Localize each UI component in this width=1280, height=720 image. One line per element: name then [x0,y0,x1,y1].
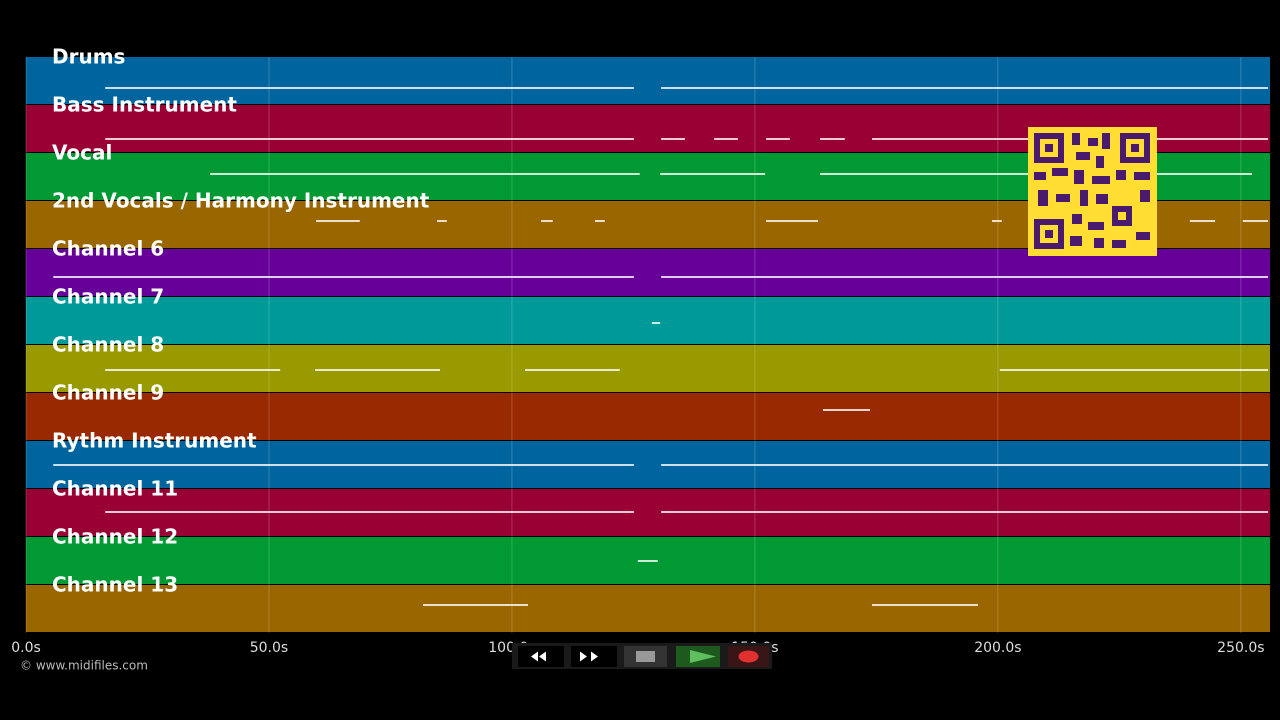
note-line [660,173,766,175]
record-button[interactable] [728,646,769,667]
track-name: Channel 11 [52,477,178,501]
tick-label: 200.0s [974,640,1021,656]
track-row [26,297,1270,344]
track-row [26,393,1270,440]
note-line [661,276,1269,278]
note-line [766,138,790,140]
note-line [661,87,1269,89]
track-name: Rythm Instrument [52,429,257,453]
track-name: Channel 8 [52,333,164,357]
track-name: Drums [52,45,125,69]
note-line [105,369,281,371]
tick-label: 0.0s [11,640,41,656]
note-line [525,369,620,371]
credit: © www.midifiles.com [20,659,148,673]
note-line [661,511,1269,513]
note-line [661,138,685,140]
note-line [53,464,634,466]
note-line [820,138,845,140]
note-line [437,220,447,222]
note-line [766,220,819,222]
track-row [26,249,1270,296]
note-line [651,322,661,324]
tick-label: 250.0s [1217,640,1264,656]
note-line [999,369,1269,371]
track-name: 2nd Vocals / Harmony Instrument [52,189,430,213]
track-name: Channel 9 [52,381,164,405]
track-name: Bass Instrument [52,93,237,117]
note-line [595,220,605,222]
note-line [541,220,553,222]
note-line [316,220,360,222]
tick-label: 50.0s [250,640,288,656]
note-line [992,220,1002,222]
track-name: Channel 7 [52,285,164,309]
note-line [315,369,441,371]
note-line [872,604,978,606]
note-line [105,138,634,140]
note-line [1189,220,1216,222]
track-row [26,345,1270,392]
stop-button[interactable] [624,646,667,667]
track-row [26,585,1270,632]
track-name: Channel 12 [52,525,178,549]
note-line [53,276,634,278]
note-line [105,511,634,513]
play-button[interactable] [676,646,720,667]
note-line [637,560,658,562]
fast-forward-button[interactable] [571,646,617,667]
note-line [661,464,1269,466]
note-line [423,604,528,606]
track-name: Channel 13 [52,573,178,597]
track-name: Vocal [52,141,112,165]
note-line [210,173,640,175]
note-line [1242,220,1269,222]
transport-controls [512,643,772,669]
track-name: Channel 6 [52,237,164,261]
note-line [714,138,738,140]
note-line [105,87,634,89]
track-row [26,57,1270,104]
note-line [822,409,871,411]
qr-code [1028,127,1157,256]
rewind-button[interactable] [518,646,564,667]
